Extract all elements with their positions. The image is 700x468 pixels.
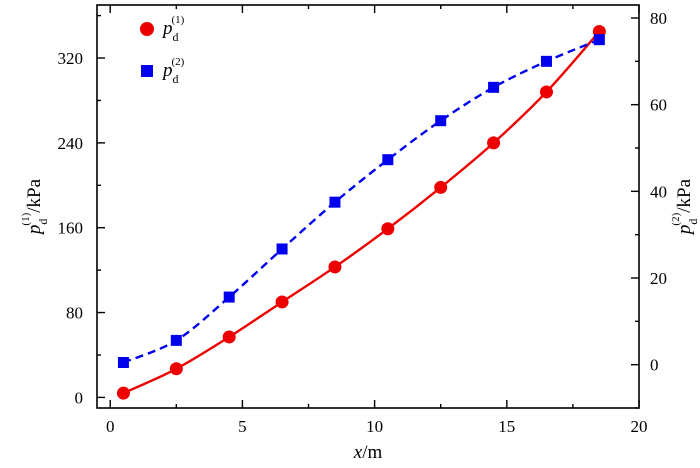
x-tick-label: 5 xyxy=(238,417,247,436)
x-tick-label: 10 xyxy=(366,417,383,436)
plot-frame xyxy=(96,4,640,409)
x-tick-label: 0 xyxy=(106,417,115,436)
y-right-axis-label: pd(2)/kPa xyxy=(670,178,700,236)
x-tick-label: 20 xyxy=(631,417,648,436)
series-2-point xyxy=(117,357,129,368)
series-1-point xyxy=(275,295,289,309)
y-left-tick-label: 0 xyxy=(75,388,84,407)
series-1-point xyxy=(169,362,183,376)
legend: pd(1) pd(2) xyxy=(140,14,185,86)
series-lines xyxy=(122,30,601,395)
axis-tick-labels: 0 5 10 15 20 0 80 160 240 320 0 20 40 60 80 xyxy=(58,9,668,436)
series-1-point xyxy=(328,260,342,274)
y-right-tick-label: 60 xyxy=(650,96,667,115)
series-1-point xyxy=(381,222,395,236)
series-1-point xyxy=(222,330,236,344)
axis-ticks xyxy=(97,5,640,409)
y-left-tick-label: 320 xyxy=(58,49,84,68)
series-2-point xyxy=(329,196,341,208)
series-1-point xyxy=(434,180,448,194)
y-left-tick-label: 240 xyxy=(58,134,84,153)
series-2-point xyxy=(223,291,235,303)
series-2-point xyxy=(170,334,182,346)
series-2-line xyxy=(122,38,600,364)
y-right-tick-label: 20 xyxy=(650,269,667,288)
x-tick-label: 15 xyxy=(498,417,515,436)
series-2-point xyxy=(540,55,552,67)
y-left-axis-label: pd(1)/kPa xyxy=(20,178,50,236)
series-2-point xyxy=(593,34,605,46)
series-2-point xyxy=(276,243,288,255)
series-1-point xyxy=(539,85,553,99)
y-left-tick-label: 80 xyxy=(66,304,83,323)
y-right-tick-label: 40 xyxy=(650,182,667,201)
series-markers xyxy=(116,25,606,400)
series-2-point xyxy=(488,81,500,93)
legend-marker-square xyxy=(141,65,153,77)
series-1-point xyxy=(116,386,130,400)
series-1-point xyxy=(487,136,501,150)
series-2-point xyxy=(382,154,394,166)
x-axis-label: x/m xyxy=(353,442,383,463)
axis-labels: x/m pd(1)/kPa pd(2)/kPa xyxy=(20,178,700,463)
series-1-line xyxy=(122,30,601,395)
series-2-point xyxy=(435,115,447,127)
legend-label: pd(1) xyxy=(161,14,185,44)
legend-label: pd(2) xyxy=(161,56,185,86)
legend-marker-circle xyxy=(140,22,154,36)
y-right-tick-label: 0 xyxy=(650,356,659,375)
y-left-tick-label: 160 xyxy=(58,219,84,238)
y-right-tick-label: 80 xyxy=(650,9,667,28)
